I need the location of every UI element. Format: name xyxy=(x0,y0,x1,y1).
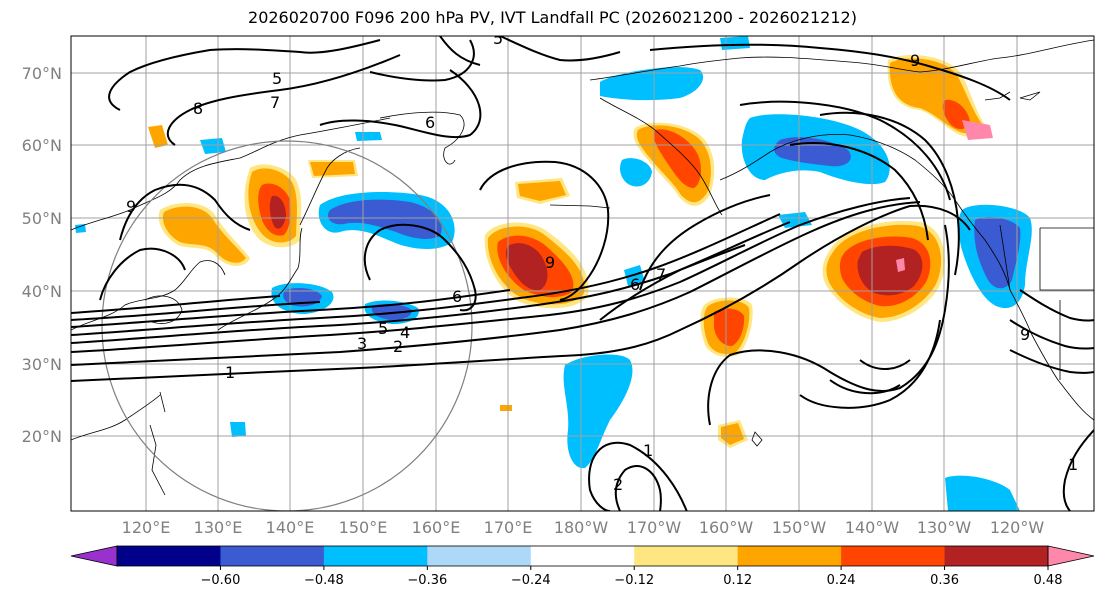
contour-label: 9 xyxy=(545,253,555,272)
contour-label: 6 xyxy=(425,113,435,132)
shading-region xyxy=(200,138,226,154)
colorbar-tick-label: 0.36 xyxy=(930,573,959,588)
lon-label: 160°W xyxy=(699,518,754,537)
colorbar-tick-label: −0.36 xyxy=(407,573,447,588)
lat-label: 60°N xyxy=(22,136,62,155)
shading-region xyxy=(721,423,744,445)
shading-region xyxy=(653,129,701,188)
shading-region xyxy=(371,303,412,320)
lon-label: 170°E xyxy=(484,518,533,537)
map-plot-area: 5 5 7 8 6 9 9 9 6 6 7 5 4 3 2 1 1 2 9 1 xyxy=(71,29,1094,511)
colorbar-segment xyxy=(737,546,842,566)
colorbar-segment xyxy=(634,546,739,566)
shading-region xyxy=(310,162,355,176)
contour-labels: 5 5 7 8 6 9 9 9 6 6 7 5 4 3 2 1 1 2 9 1 xyxy=(126,29,1078,494)
contour-label: 1 xyxy=(643,441,653,460)
contour-label: 8 xyxy=(193,99,203,118)
latitude-labels: 70°N 60°N 50°N 40°N 30°N 20°N xyxy=(22,64,62,446)
shading-region xyxy=(714,308,745,346)
shading-region xyxy=(945,475,1020,511)
shading-region xyxy=(962,120,993,140)
lat-label: 50°N xyxy=(22,209,62,228)
shading-region xyxy=(162,206,246,263)
contour-label: 5 xyxy=(378,319,388,338)
colorbar-tick-label: −0.48 xyxy=(304,573,344,588)
contour-label: 3 xyxy=(357,334,367,353)
colorbar-tick-label: −0.60 xyxy=(201,573,241,588)
contour-label: 1 xyxy=(1068,455,1078,474)
lon-label: 140°W xyxy=(845,518,900,537)
shading-region xyxy=(500,405,512,411)
contour-label: 9 xyxy=(910,51,920,70)
shading-region xyxy=(230,422,246,437)
shading-region xyxy=(600,67,704,101)
shading-region xyxy=(896,258,905,272)
lon-label: 120°W xyxy=(990,518,1045,537)
contour-label: 7 xyxy=(270,93,280,112)
colorbar-segment xyxy=(427,546,532,566)
colorbar-segment xyxy=(220,546,325,566)
shading-region xyxy=(518,181,566,201)
colorbar-segment xyxy=(323,546,428,566)
colorbar-tick-label: −0.24 xyxy=(511,573,551,588)
contour-label: 9 xyxy=(126,197,136,216)
colorbar-segment xyxy=(841,546,946,566)
shading-region xyxy=(505,243,548,291)
distance-ring xyxy=(101,140,473,511)
colorbar-segments xyxy=(117,546,1049,566)
colorbar: −0.60 −0.48 −0.36 −0.24 −0.12 0.12 0.24 0.36 0.4… xyxy=(70,545,1095,588)
colorbar-ticks: −0.60 −0.48 −0.36 −0.24 −0.12 0.12 0.24 0.36 0.4… xyxy=(201,566,1063,588)
colorbar-extension-left xyxy=(70,545,118,567)
lat-label: 20°N xyxy=(22,427,62,446)
contour-label: 2 xyxy=(393,337,403,356)
pv-contours xyxy=(71,36,1094,511)
colorbar-tick-label: 0.24 xyxy=(827,573,856,588)
lon-label: 130°E xyxy=(194,518,243,537)
lon-label: 170°W xyxy=(627,518,682,537)
lon-label: 160°E xyxy=(412,518,461,537)
lon-label: 150°E xyxy=(339,518,388,537)
lon-label: 120°E xyxy=(122,518,171,537)
shading-region xyxy=(720,36,750,50)
contour-label: 1 xyxy=(225,363,235,382)
map-frame xyxy=(70,35,1095,512)
lon-label: 150°W xyxy=(772,518,827,537)
lat-label: 70°N xyxy=(22,64,62,83)
lon-label: 180°W xyxy=(554,518,609,537)
colorbar-tick-label: 0.12 xyxy=(723,573,752,588)
contour-label: 5 xyxy=(493,29,503,48)
shading-region xyxy=(75,224,86,233)
lon-label: 140°E xyxy=(266,518,315,537)
longitude-labels: 120°E 130°E 140°E 150°E 160°E 170°E 180°… xyxy=(122,518,1045,537)
colorbar-tick-label: −0.12 xyxy=(614,573,654,588)
colorbar-segment xyxy=(530,546,635,566)
colorbar-extension-right xyxy=(1047,545,1095,567)
shading-region xyxy=(148,125,168,148)
shading-region xyxy=(974,217,1021,289)
lat-label: 40°N xyxy=(22,282,62,301)
contour-label: 6 xyxy=(452,287,462,306)
map-title: 2026020700 F096 200 hPa PV, IVT Landfall… xyxy=(248,8,857,27)
shading-region xyxy=(355,132,382,141)
colorbar-outline xyxy=(116,545,1049,567)
lat-label: 30°N xyxy=(22,355,62,374)
colorbar-tick-label: 0.48 xyxy=(1034,573,1063,588)
lon-label: 130°W xyxy=(917,518,972,537)
contour-label: 7 xyxy=(656,265,666,284)
shading-region xyxy=(327,199,442,239)
contour-label: 9 xyxy=(1020,325,1030,344)
colorbar-segment xyxy=(117,546,221,566)
colorbar-segment xyxy=(944,546,1049,566)
contour-label: 6 xyxy=(630,275,640,294)
shading-region xyxy=(620,158,652,187)
contour-label: 4 xyxy=(400,323,410,342)
shading-region xyxy=(269,195,286,229)
contour-label: 2 xyxy=(613,475,623,494)
shading-region xyxy=(857,245,923,296)
contour-label: 5 xyxy=(272,69,282,88)
